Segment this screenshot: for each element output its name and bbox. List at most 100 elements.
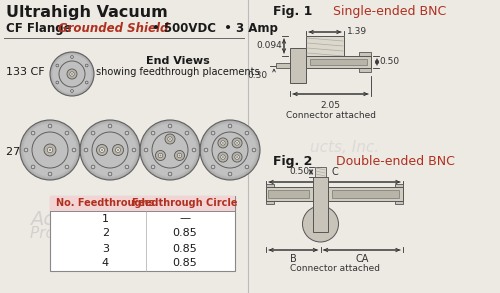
Circle shape [144,124,196,176]
Circle shape [220,155,225,159]
Circle shape [218,138,228,148]
Bar [395,184,403,204]
Circle shape [245,131,249,135]
Circle shape [52,54,92,94]
Text: 133 CF: 133 CF [6,67,44,77]
Circle shape [204,148,208,152]
Circle shape [21,121,79,179]
Circle shape [178,153,182,158]
Circle shape [100,147,104,152]
Circle shape [185,131,189,135]
Circle shape [236,142,238,144]
Bar [313,177,328,232]
Circle shape [24,148,28,152]
Circle shape [201,121,259,179]
Text: Fig. 1: Fig. 1 [274,5,312,18]
Circle shape [142,122,198,178]
Circle shape [204,124,256,176]
Text: 0.50: 0.50 [379,57,399,67]
Circle shape [91,131,95,135]
Circle shape [65,131,69,135]
Circle shape [67,69,77,79]
Text: ucts, Inc.: ucts, Inc. [310,140,379,155]
Circle shape [22,122,78,178]
Circle shape [144,148,148,152]
Circle shape [86,64,88,67]
Text: Connector attached: Connector attached [286,111,376,120]
Circle shape [211,165,215,169]
Circle shape [245,165,249,169]
Circle shape [232,152,242,162]
Circle shape [48,147,52,153]
Circle shape [70,90,74,92]
Circle shape [152,132,188,168]
Text: Single-ended BNC: Single-ended BNC [334,5,446,18]
Text: CA: CA [355,254,368,264]
Circle shape [178,155,180,156]
Circle shape [82,122,138,178]
Circle shape [143,123,197,177]
Circle shape [53,55,91,93]
Bar [306,36,344,61]
Circle shape [151,165,155,169]
Circle shape [168,172,172,176]
Circle shape [116,147,120,152]
Circle shape [70,72,74,76]
Circle shape [222,142,224,144]
Circle shape [31,131,35,135]
Circle shape [174,151,184,161]
Text: End Views: End Views [146,56,210,66]
Text: showing feedthrough placements: showing feedthrough placements [96,67,260,77]
Circle shape [83,123,137,177]
Text: 0.50: 0.50 [289,168,309,176]
Text: Ultrahigh Vacuum: Ultrahigh Vacuum [6,5,168,20]
Circle shape [96,144,108,156]
Circle shape [252,148,256,152]
Bar [50,196,235,211]
Circle shape [220,141,225,145]
Circle shape [50,52,94,96]
Circle shape [31,165,35,169]
Circle shape [56,64,58,67]
Text: • 500VDC  • 3 Amp: • 500VDC • 3 Amp [148,22,278,35]
Circle shape [56,81,58,84]
Circle shape [211,131,215,135]
Circle shape [48,124,52,128]
Circle shape [101,149,103,151]
Text: Grounded Shield: Grounded Shield [58,22,168,35]
Circle shape [91,165,95,169]
Text: —: — [180,214,190,224]
Circle shape [132,148,136,152]
Circle shape [169,138,171,140]
Text: 4: 4 [102,258,109,268]
Circle shape [228,124,232,128]
Bar [306,56,371,68]
Bar [315,167,326,177]
Circle shape [44,144,56,156]
Circle shape [212,132,248,168]
Circle shape [80,120,140,180]
Circle shape [202,122,258,178]
Circle shape [232,138,242,148]
Circle shape [222,156,224,158]
Circle shape [151,131,155,135]
Text: 2: 2 [102,229,109,239]
Circle shape [112,144,124,156]
Circle shape [84,148,88,152]
Text: 0.094: 0.094 [256,42,282,50]
Circle shape [156,151,166,161]
Bar [359,52,371,72]
Text: 3: 3 [102,243,109,253]
Circle shape [202,122,258,178]
Circle shape [160,155,162,156]
Circle shape [228,172,232,176]
Circle shape [165,134,175,144]
Circle shape [236,156,238,158]
Circle shape [82,122,138,178]
Circle shape [125,165,129,169]
Circle shape [86,81,88,84]
Circle shape [185,165,189,169]
Circle shape [22,122,78,178]
Text: Connector attached: Connector attached [290,264,380,273]
Bar [332,190,399,198]
